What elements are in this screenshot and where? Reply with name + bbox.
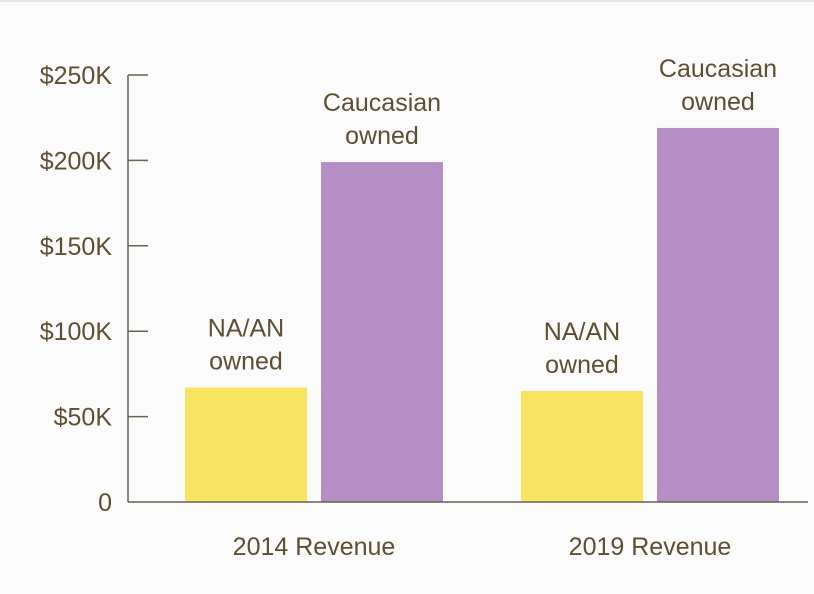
bar-label: Caucasian	[659, 55, 777, 83]
bar-label: owned	[345, 122, 419, 150]
y-tick-label: $200K	[40, 147, 113, 175]
y-tick-label: $150K	[40, 233, 113, 261]
x-axis: 2014 Revenue 2019 Revenue	[128, 501, 808, 561]
bar-label: NA/AN	[208, 315, 284, 343]
x-category-label: 2019 Revenue	[569, 533, 732, 561]
bar-label: owned	[209, 348, 283, 376]
bar-label: Caucasian	[323, 89, 441, 117]
y-tick-label: 0	[98, 489, 112, 517]
bar-label: owned	[545, 351, 619, 379]
x-category-label: 2014 Revenue	[233, 533, 396, 561]
bar-label: owned	[681, 88, 755, 116]
bar-0-1	[521, 390, 643, 502]
bars	[185, 127, 779, 502]
y-tick-label: $250K	[40, 62, 113, 90]
y-tick-label: $50K	[54, 404, 113, 432]
y-axis: 0 $50K $100K $150K $200K $250K	[40, 62, 148, 517]
bar-label: NA/AN	[544, 318, 620, 346]
bar-1-0	[321, 162, 443, 502]
bar-0-0	[185, 387, 307, 502]
y-tick-label: $100K	[40, 318, 113, 346]
bar-labels: NA/AN owned Caucasian owned NA/AN owned Caucas…	[208, 55, 777, 379]
bar-1-1	[657, 127, 779, 502]
